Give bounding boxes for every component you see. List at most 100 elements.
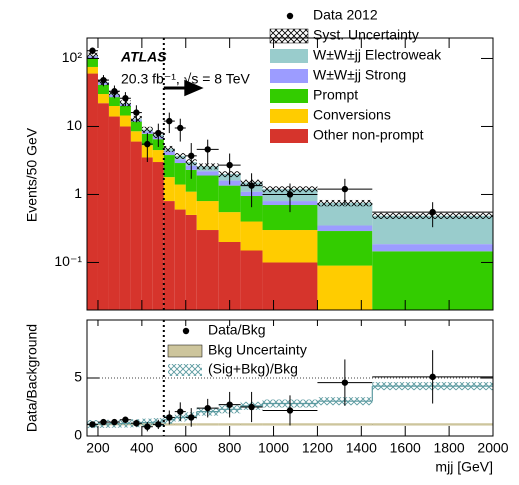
stack-bar bbox=[317, 265, 373, 310]
y-tick-label: 10² bbox=[62, 49, 83, 65]
x-tick-label: 800 bbox=[218, 440, 242, 456]
data-point bbox=[177, 124, 184, 132]
x-tick-label: 200 bbox=[86, 440, 110, 456]
legend-label: Other non-prompt bbox=[313, 127, 424, 143]
data-point bbox=[122, 416, 129, 423]
legend-swatch bbox=[168, 364, 202, 376]
stack-bar bbox=[174, 184, 186, 210]
data-point bbox=[100, 418, 107, 426]
stack-bar bbox=[108, 106, 120, 117]
stack-bar bbox=[108, 116, 120, 311]
data-point bbox=[155, 421, 162, 428]
stack-bar bbox=[130, 141, 142, 310]
data-point bbox=[89, 421, 96, 428]
y-tick-label: 0 bbox=[74, 427, 82, 443]
legend-label: Syst. Uncertainty bbox=[313, 27, 419, 43]
stack-bar bbox=[218, 212, 241, 242]
stack-bar bbox=[240, 221, 263, 251]
legend-swatch bbox=[270, 129, 308, 143]
legend-swatch bbox=[270, 89, 308, 103]
legend-swatch bbox=[167, 344, 203, 358]
data-point bbox=[286, 407, 294, 414]
stack-bar bbox=[163, 177, 175, 202]
syst-band bbox=[87, 52, 98, 59]
data-point bbox=[89, 47, 96, 54]
data-point bbox=[155, 129, 162, 137]
bkg-band bbox=[317, 423, 373, 426]
y-tick-label: 10⁻¹ bbox=[54, 253, 82, 269]
stack-bar bbox=[240, 250, 263, 310]
stack-bar bbox=[108, 97, 120, 106]
stack-bar bbox=[87, 66, 98, 74]
bkg-band bbox=[196, 423, 219, 426]
stack-bar bbox=[174, 159, 186, 164]
legend-swatch bbox=[270, 49, 308, 63]
stack-bar bbox=[185, 169, 197, 192]
bkg-band bbox=[240, 423, 263, 426]
data-point bbox=[111, 88, 118, 95]
y-tick-label: 5 bbox=[74, 369, 82, 385]
syst-band bbox=[196, 163, 219, 170]
syst-band bbox=[174, 153, 186, 159]
stack-bar bbox=[372, 244, 493, 252]
stack-bar bbox=[317, 231, 373, 266]
data-point bbox=[204, 404, 211, 412]
legend-label: Conversions bbox=[313, 107, 391, 123]
y-tick-label: 1 bbox=[74, 185, 82, 201]
stack-bar bbox=[185, 214, 197, 310]
stack-bar bbox=[141, 157, 153, 310]
y-tick-label: 10 bbox=[66, 117, 82, 133]
data-point bbox=[177, 408, 184, 415]
x-tick-label: 2000 bbox=[477, 440, 508, 456]
stack-bar bbox=[87, 58, 98, 67]
syst-band bbox=[141, 126, 153, 133]
legend-label: Bkg Uncertainty bbox=[208, 342, 307, 358]
stack-bar bbox=[152, 150, 164, 163]
stack-bar bbox=[163, 155, 175, 178]
legend-marker bbox=[182, 327, 190, 335]
x-tick-label: 1000 bbox=[258, 440, 289, 456]
stack-bar bbox=[163, 201, 175, 310]
x-tick-label: 1800 bbox=[434, 440, 465, 456]
data-point bbox=[166, 117, 173, 125]
legend-swatch bbox=[269, 28, 309, 44]
stack-bar bbox=[240, 195, 263, 222]
stack-bar bbox=[218, 242, 241, 310]
data-point bbox=[248, 403, 255, 411]
data-point bbox=[100, 76, 107, 84]
data-point bbox=[226, 161, 233, 169]
data-point bbox=[188, 152, 195, 160]
stack-bar bbox=[97, 103, 109, 310]
stack-bar bbox=[218, 185, 241, 213]
stack-bar bbox=[130, 121, 142, 132]
stack-bar bbox=[196, 230, 219, 310]
stack-bar bbox=[97, 84, 109, 95]
data-point bbox=[429, 208, 436, 216]
legend-label: Data/Bkg bbox=[208, 322, 266, 338]
ratio-axis-title: Data/Background bbox=[24, 324, 40, 432]
data-point bbox=[341, 185, 349, 193]
stack-bar bbox=[163, 151, 175, 156]
stack-bar bbox=[317, 202, 373, 226]
data-point bbox=[204, 146, 211, 153]
data-point bbox=[286, 191, 294, 198]
luminosity: 20.3 fb⁻¹, √s = 8 TeV bbox=[121, 71, 250, 87]
data-point bbox=[166, 414, 173, 421]
data-point bbox=[133, 109, 140, 116]
stack-bar bbox=[97, 94, 109, 104]
experiment: ATLAS bbox=[120, 49, 167, 65]
stack-bar bbox=[262, 262, 318, 310]
stack-bar bbox=[174, 163, 186, 185]
stack-bar bbox=[152, 162, 164, 310]
stack-bar bbox=[196, 175, 219, 202]
stack-bar bbox=[317, 225, 373, 232]
data-point bbox=[341, 379, 349, 386]
data-point bbox=[122, 95, 129, 102]
data-point bbox=[429, 373, 436, 381]
stack-bar bbox=[372, 251, 493, 310]
cut-arrow bbox=[163, 79, 204, 97]
data-point bbox=[133, 420, 140, 427]
stack-bar bbox=[174, 209, 186, 310]
data-point bbox=[111, 418, 118, 426]
data-point bbox=[188, 414, 195, 421]
